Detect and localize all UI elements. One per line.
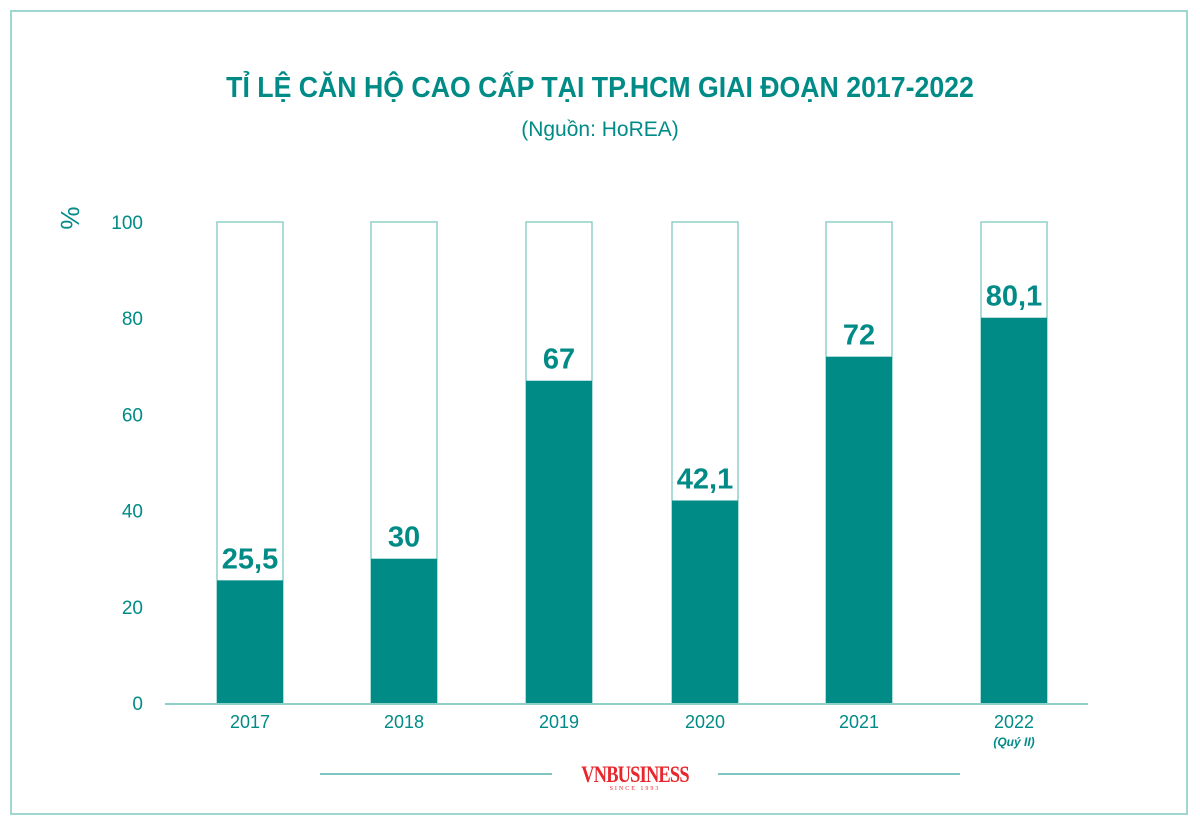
chart-title: TỈ LỆ CĂN HỘ CAO CẤP TẠI TP.HCM GIAI ĐOẠ… <box>226 72 974 104</box>
bar <box>826 356 892 703</box>
y-axis-label: % <box>55 206 85 229</box>
y-tick-label: 40 <box>122 502 143 523</box>
x-tick-label: 2017 <box>230 712 270 732</box>
data-label: 72 <box>843 320 875 352</box>
data-label: 67 <box>543 344 575 376</box>
data-label: 80,1 <box>986 281 1042 313</box>
x-tick-label: 2021 <box>839 712 879 732</box>
y-tick-label: 0 <box>132 694 143 715</box>
bar <box>672 500 738 703</box>
bar <box>217 580 283 703</box>
x-tick-label: 2022 <box>994 712 1034 732</box>
bar <box>526 380 592 703</box>
x-tick-note: (Quý II) <box>993 735 1034 749</box>
x-tick-label: 2020 <box>685 712 725 732</box>
chart-subtitle: (Nguồn: HoREA) <box>521 118 679 141</box>
vnbusiness-logo: VNBUSINESS SINCE 1993 <box>565 762 705 792</box>
y-tick-label: 60 <box>122 405 143 426</box>
y-tick-label: 20 <box>122 598 143 619</box>
logo-brand: VNBUSINESS <box>581 762 689 787</box>
bar <box>371 558 437 703</box>
data-label: 25,5 <box>222 543 278 575</box>
logo-tagline: SINCE 1993 <box>609 786 661 792</box>
bar <box>981 317 1047 703</box>
y-tick-label: 100 <box>111 213 143 234</box>
data-label: 42,1 <box>677 463 733 495</box>
chart-frame <box>10 10 1188 815</box>
x-tick-label: 2019 <box>539 712 579 732</box>
x-tick-label: 2018 <box>384 712 424 732</box>
y-tick-label: 80 <box>122 309 143 330</box>
data-label: 30 <box>388 522 420 554</box>
